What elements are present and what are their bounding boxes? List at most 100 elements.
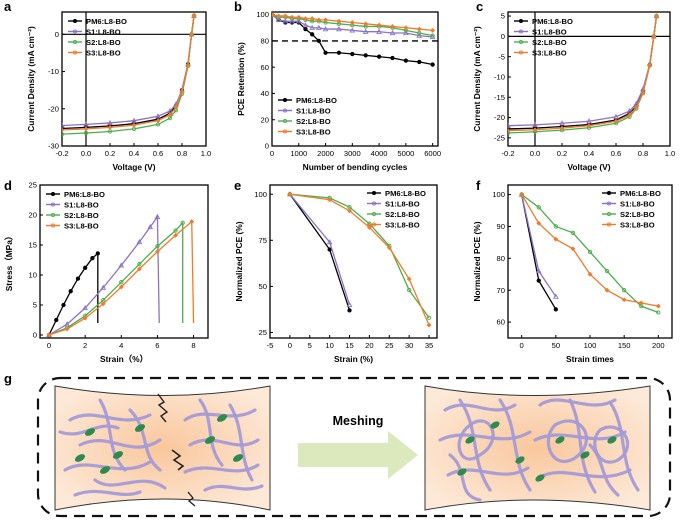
x-tick-label: -0.2 [501, 149, 514, 158]
data-point-s3 [191, 13, 197, 19]
data-point-s2 [137, 262, 142, 267]
data-point-s3 [651, 33, 657, 39]
legend-label-pm6: PM6:L8-BO [64, 190, 105, 199]
left-acceptor-domains [74, 414, 244, 474]
acceptor-domain [134, 424, 146, 432]
data-point-pm6 [536, 278, 541, 283]
data-point-pm6 [553, 307, 558, 312]
x-tick-label: 0 [520, 341, 524, 350]
x-tick-label: -0.2 [55, 149, 68, 158]
x-tick-label: 0.8 [177, 149, 188, 158]
legend-label-s3: S3:L8-BO [64, 221, 99, 230]
series-line-pm6 [521, 194, 557, 310]
data-point-s3 [83, 126, 89, 132]
data-point-s3 [289, 14, 295, 20]
series-line-pm6 [48, 251, 99, 336]
y-tick-label: 40 [261, 89, 269, 98]
x-tick-label: 4 [119, 341, 123, 350]
data-point-s2 [553, 224, 558, 229]
x-axis-label: Voltage (V) [567, 162, 610, 172]
data-point-s1 [295, 18, 302, 24]
x-tick-label: 150 [618, 341, 631, 350]
data-point-s3 [621, 297, 627, 303]
data-point-s1 [346, 301, 353, 307]
x-tick-label: 0.2 [105, 149, 116, 158]
legend-label-s2: S2:L8-BO [86, 38, 121, 47]
panel-label-d: d [4, 178, 12, 193]
fiber-strand [183, 408, 257, 422]
data-point-s2 [570, 230, 576, 235]
data-point-s3 [179, 89, 185, 95]
data-point-s3 [406, 276, 412, 282]
fiber-strand [588, 443, 620, 497]
data-point-s1 [535, 268, 542, 274]
legend-label-s3: S3:L8-BO [385, 220, 420, 229]
legend-label-pm6: PM6:L8-BO [620, 189, 661, 198]
acceptor-domain [515, 456, 525, 464]
data-point-s3 [519, 192, 525, 197]
data-point-s3 [189, 219, 195, 225]
legend-label-s3: S3:L8-BO [296, 127, 331, 136]
legend-label-s3: S3:L8-BO [620, 220, 655, 229]
x-tick-label: 20 [365, 341, 373, 350]
data-point-s3 [347, 208, 352, 214]
panel-d: d 0 2 4 6 8 0 5 10 15 20 25 Strain（%） Stress（MPa） PM6:… [4, 178, 209, 364]
data-point-pm6 [417, 59, 422, 65]
fiber-strand [538, 398, 617, 407]
data-point-pm6 [75, 276, 81, 281]
data-point-pm6 [376, 54, 382, 59]
y-axis-label: Current Density (mA cm⁻²) [26, 26, 36, 132]
legend-marker-pm6 [606, 190, 612, 196]
x-tick-label: 0.4 [584, 149, 595, 158]
panel-f: f 0 50 100 150 200 60 70 80 90 100 Strain times Norm… [472, 178, 673, 364]
x-tick-label: 1.0 [201, 149, 212, 158]
data-point-s3 [613, 118, 619, 124]
data-point-pm6 [303, 26, 308, 32]
y-tick-label: -20 [48, 104, 59, 113]
x-tick-label: 15 [345, 341, 353, 350]
fiber-strand [608, 400, 640, 492]
series-line-s3 [508, 15, 658, 132]
panel-a: a -0.2 0.0 0.2 0.4 0.6 0.8 1.0 -30 -20 -10 0 Voltage… [4, 0, 211, 172]
series-line-s2 [521, 194, 659, 314]
fiber-strand [536, 468, 632, 480]
right-film [424, 385, 651, 511]
data-point-s3 [376, 22, 382, 28]
legend-label-s1: S1:L8-BO [86, 27, 121, 36]
data-point-pm6 [390, 55, 395, 61]
x-tick-label: 0.8 [638, 149, 649, 158]
acceptor-domain [490, 421, 500, 429]
x-tick-label: 1000 [290, 149, 307, 158]
legend-label-pm6: PM6:L8-BO [86, 17, 127, 26]
acceptor-domain [457, 468, 467, 476]
y-tick-label: 60 [497, 318, 505, 327]
data-point-s3 [627, 112, 632, 118]
data-point-s1 [83, 121, 89, 127]
data-point-s1 [147, 223, 154, 230]
series-line-s1 [272, 14, 433, 38]
legend-marker-s2 [72, 39, 78, 45]
data-point-s3 [570, 246, 576, 252]
data-point-s3 [173, 232, 178, 238]
x-tick-label: 1.0 [665, 149, 676, 158]
data-point-s1 [559, 120, 565, 126]
x-tick-label: 50 [552, 341, 560, 350]
legend-marker-pm6 [371, 190, 377, 196]
fiber-strand [458, 398, 492, 492]
acceptor-domain [112, 451, 124, 459]
series-line-s3 [48, 220, 195, 336]
crack-icon-middle [171, 449, 185, 471]
series-line-s2 [508, 15, 658, 134]
data-point-s1 [309, 24, 316, 30]
x-tick-label: 6000 [424, 149, 441, 158]
series-line-s2 [272, 14, 433, 37]
data-point-pm6 [403, 58, 409, 63]
acceptor-domain [465, 436, 475, 444]
data-point-s3 [189, 31, 195, 37]
legend-label-s2: S2:L8-BO [385, 210, 420, 219]
x-axis-label: Strain（%） [100, 354, 148, 364]
data-point-s1 [326, 239, 333, 245]
